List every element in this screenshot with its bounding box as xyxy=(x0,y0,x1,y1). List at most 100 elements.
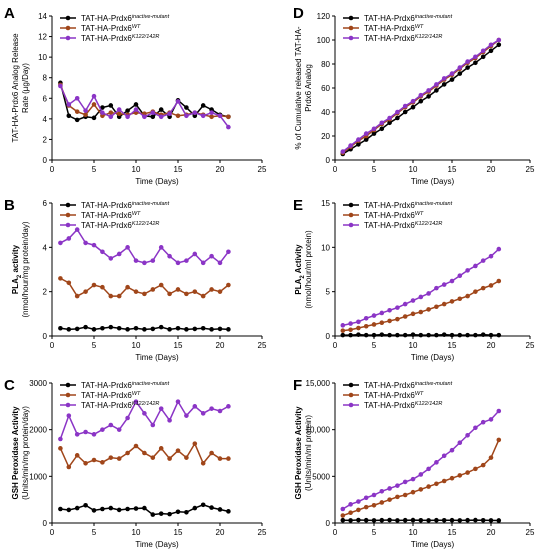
legend-entry-superscript: inactive-mutant xyxy=(415,14,453,20)
y-axis-title-part: activity xyxy=(11,244,20,274)
data-point-k122 xyxy=(142,260,147,266)
data-point-k122 xyxy=(340,323,346,328)
data-point-k122 xyxy=(387,307,392,313)
data-point-k122 xyxy=(387,486,392,491)
legend-entry: TAT-HA-Prdx6inactive-mutant xyxy=(364,14,453,23)
x-tick-label: 15 xyxy=(174,341,183,350)
legend-swatch-marker xyxy=(65,392,71,398)
x-tick-label: 15 xyxy=(448,165,457,174)
panel-letter: A xyxy=(4,5,15,22)
data-point-k122 xyxy=(488,417,494,422)
legend-entry-superscript: K122/142R xyxy=(132,221,160,227)
legend-entry: TAT-HA-Prdx6WT xyxy=(81,24,141,33)
data-point-inactive xyxy=(480,54,486,60)
data-point-inactive xyxy=(387,332,392,338)
data-point-k122 xyxy=(434,460,439,465)
data-point-k122 xyxy=(457,65,463,70)
x-tick-label: 5 xyxy=(92,165,97,174)
data-point-inactive xyxy=(108,505,114,511)
data-point-k122 xyxy=(348,143,353,148)
data-point-wt xyxy=(150,455,156,460)
panel-letter: C xyxy=(4,377,15,394)
legend-entry-name: TAT-HA-Prdx6 xyxy=(81,34,132,43)
legend-entry: TAT-HA-Prdx6WT xyxy=(81,211,141,220)
data-point-inactive xyxy=(480,517,486,523)
data-point-inactive xyxy=(418,332,424,338)
data-point-wt xyxy=(457,296,463,302)
data-point-wt xyxy=(108,293,114,299)
legend-entry: TAT-HA-Prdx6inactive-mutant xyxy=(81,201,170,210)
data-point-k122 xyxy=(91,432,97,437)
data-point-wt xyxy=(116,456,122,461)
data-point-k122 xyxy=(379,310,385,316)
data-point-inactive xyxy=(402,517,408,523)
data-point-inactive xyxy=(200,325,206,331)
data-point-inactive xyxy=(379,517,385,523)
data-point-inactive xyxy=(418,98,424,104)
x-tick-label: 5 xyxy=(372,165,377,174)
data-point-k122 xyxy=(74,227,80,232)
data-point-k122 xyxy=(418,294,424,300)
data-point-wt xyxy=(58,446,63,451)
legend-entry: TAT-HA-Prdx6K122/142R xyxy=(81,401,159,410)
data-point-inactive xyxy=(441,332,447,337)
x-tick-label: 15 xyxy=(448,528,457,537)
data-point-inactive xyxy=(363,517,369,523)
legend-swatch-marker xyxy=(348,202,354,208)
y-axis-title: % of Cumulative released TAT-HA- xyxy=(294,26,303,149)
x-tick-label: 5 xyxy=(372,341,377,350)
data-point-k122 xyxy=(410,476,416,482)
data-point-k122 xyxy=(371,313,377,318)
data-point-k122 xyxy=(434,285,439,291)
data-point-k122 xyxy=(74,432,80,437)
legend-entry-superscript: WT xyxy=(132,391,141,397)
data-point-inactive xyxy=(488,48,494,54)
data-point-k122 xyxy=(83,108,88,113)
x-tick-label: 0 xyxy=(333,528,338,537)
data-point-k122 xyxy=(175,260,181,266)
data-point-k122 xyxy=(108,114,114,120)
data-point-inactive xyxy=(184,509,189,515)
data-point-inactive xyxy=(434,517,439,523)
data-point-wt xyxy=(167,291,172,297)
x-tick-label: 15 xyxy=(174,528,183,537)
data-point-k122 xyxy=(133,258,139,263)
legend-entry: TAT-HA-Prdx6WT xyxy=(364,24,424,33)
chart-panel-e: E 0 5 10 15 20 25 0 5 10 15 Time (Days) PLA2 Activit… xyxy=(293,197,535,362)
data-point-k122 xyxy=(488,253,494,259)
data-point-wt xyxy=(167,456,172,461)
y-tick-label: 15 xyxy=(321,199,330,208)
legend-entry-name: TAT-HA-Prdx6 xyxy=(81,401,132,410)
data-point-k122 xyxy=(150,258,156,263)
x-tick-label: 25 xyxy=(258,165,267,174)
legend-entry: TAT-HA-Prdx6K122/142R xyxy=(81,221,159,230)
data-point-k122 xyxy=(116,251,122,257)
data-point-k122 xyxy=(192,404,198,409)
y-tick-label: 2 xyxy=(43,135,48,144)
data-point-inactive xyxy=(426,332,431,338)
data-point-wt xyxy=(426,307,431,312)
data-point-inactive xyxy=(125,327,130,332)
y-tick-label: 120 xyxy=(317,12,331,21)
data-point-k122 xyxy=(465,268,470,273)
data-point-inactive xyxy=(356,142,361,147)
data-point-k122 xyxy=(418,92,424,98)
data-point-k122 xyxy=(465,59,470,64)
data-point-k122 xyxy=(356,137,361,142)
data-point-k122 xyxy=(449,447,455,453)
data-point-inactive xyxy=(488,518,494,523)
data-point-k122 xyxy=(209,110,214,115)
data-point-inactive xyxy=(125,506,130,512)
data-point-k122 xyxy=(441,282,447,287)
legend-entry-name: TAT-HA-Prdx6 xyxy=(364,211,415,220)
data-point-inactive xyxy=(457,332,463,338)
legend-entry-name: TAT-HA-Prdx6 xyxy=(364,381,415,390)
data-point-wt xyxy=(473,289,478,294)
data-point-k122 xyxy=(150,110,156,115)
data-point-inactive xyxy=(465,517,470,523)
data-point-inactive xyxy=(58,325,63,331)
data-point-inactive xyxy=(226,509,231,514)
data-point-k122 xyxy=(426,466,431,472)
data-point-wt xyxy=(488,455,494,460)
